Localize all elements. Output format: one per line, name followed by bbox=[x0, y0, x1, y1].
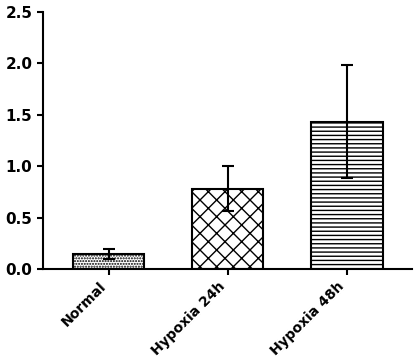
Bar bbox=[73, 254, 144, 269]
Bar bbox=[192, 189, 263, 269]
Bar bbox=[311, 122, 382, 269]
